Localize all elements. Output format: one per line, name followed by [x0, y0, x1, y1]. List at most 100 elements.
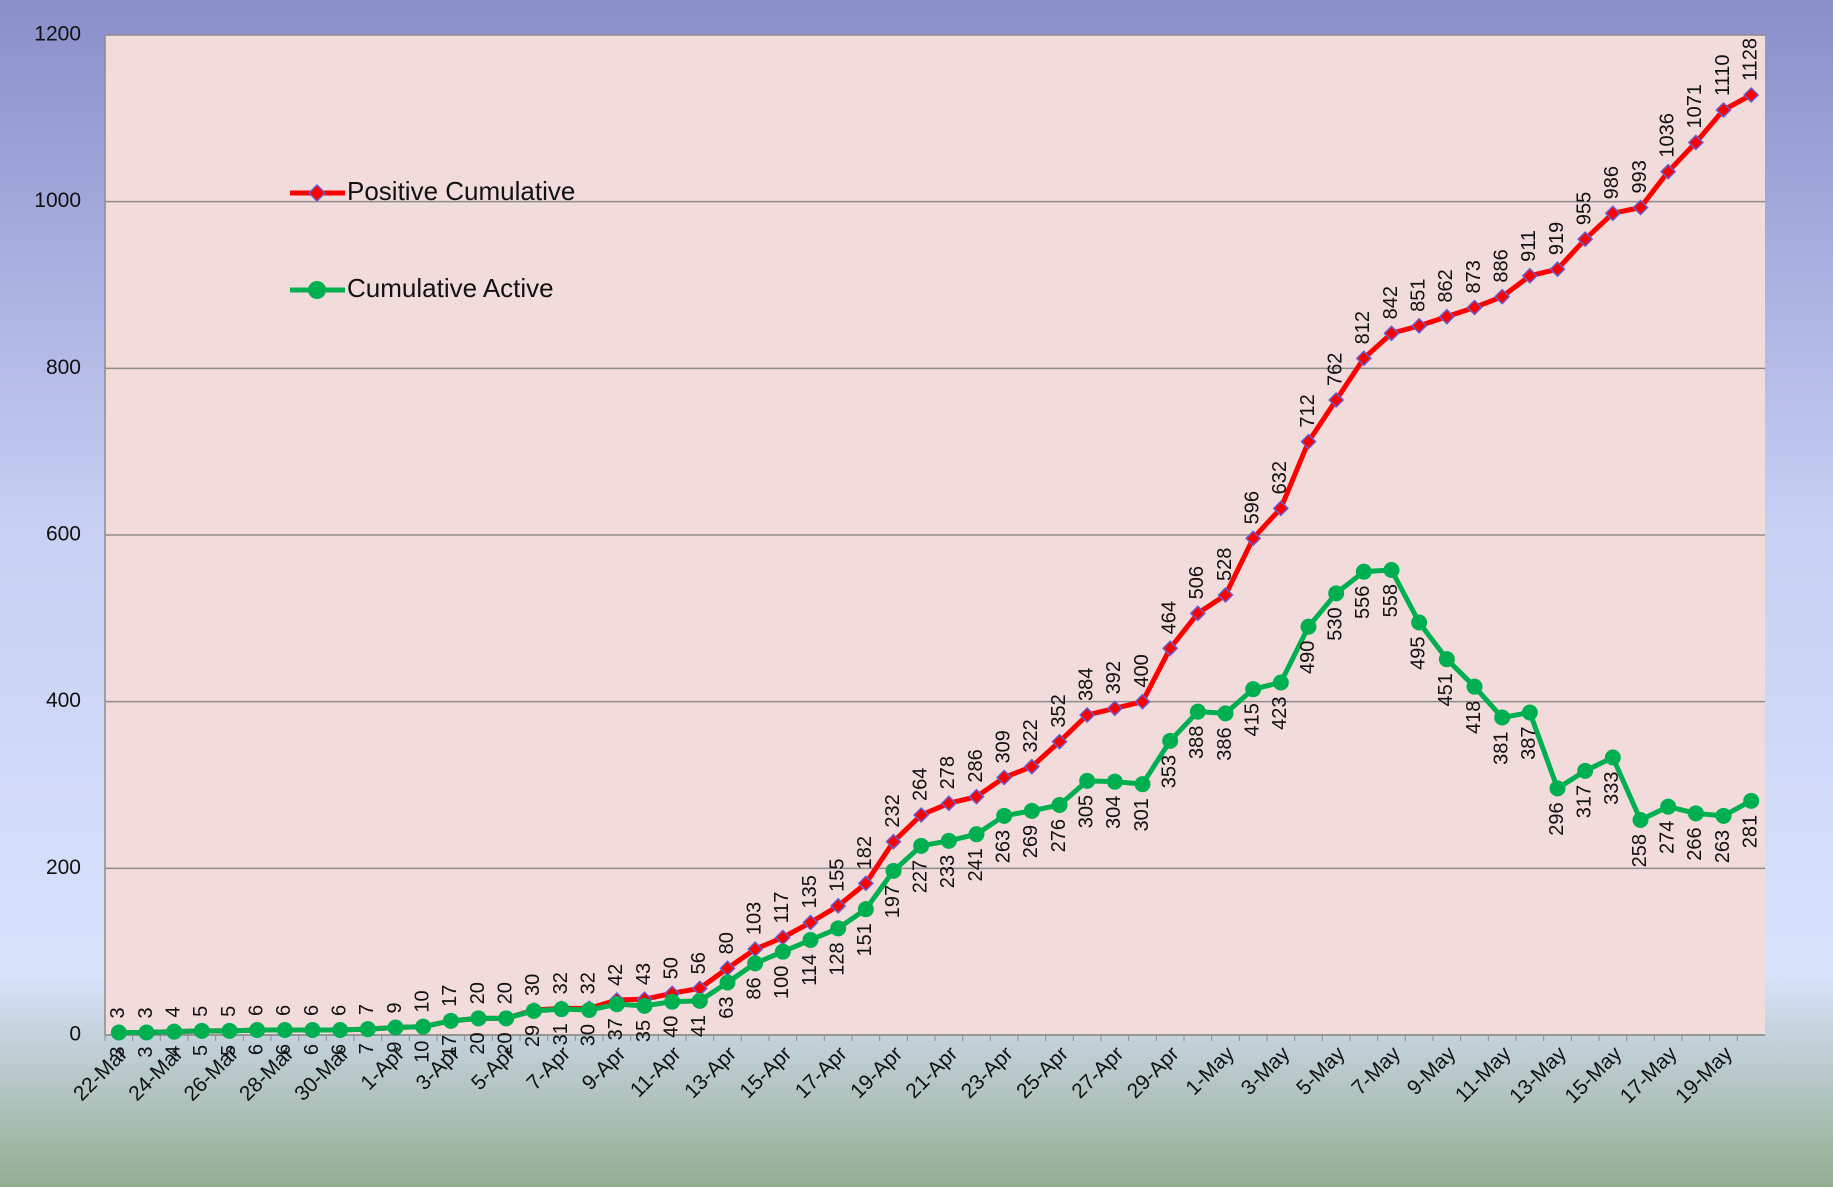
- data-label: 227: [909, 860, 931, 893]
- data-label: 3: [135, 1007, 157, 1018]
- data-label: 384: [1075, 668, 1097, 701]
- marker: [387, 1019, 404, 1036]
- y-tick-label: 0: [69, 1023, 81, 1046]
- marker: [857, 901, 874, 918]
- data-label: 911: [1518, 230, 1540, 262]
- data-label: 296: [1546, 802, 1568, 835]
- marker: [1632, 199, 1649, 216]
- marker: [1051, 797, 1068, 813]
- marker: [1272, 500, 1289, 517]
- marker: [830, 897, 847, 914]
- marker: [1162, 732, 1179, 749]
- data-label: 986: [1601, 166, 1623, 199]
- data-label: 182: [854, 836, 876, 869]
- marker: [1106, 700, 1123, 717]
- data-label: 530: [1324, 607, 1346, 640]
- data-label: 1036: [1656, 113, 1678, 158]
- data-label: 309: [992, 730, 1014, 763]
- marker: [1189, 605, 1206, 622]
- data-label: 451: [1435, 673, 1457, 706]
- data-label: 31: [550, 1023, 572, 1045]
- data-label: 5: [218, 1006, 240, 1017]
- data-label: 423: [1269, 697, 1291, 730]
- marker: [1632, 812, 1649, 828]
- marker: [664, 993, 681, 1010]
- data-label: 495: [1407, 637, 1429, 670]
- data-label: 263: [992, 830, 1014, 863]
- data-label: 388: [1186, 726, 1208, 759]
- marker: [1660, 163, 1677, 180]
- data-label: 10: [411, 990, 433, 1012]
- marker: [1383, 325, 1400, 342]
- data-label: 993: [1629, 160, 1651, 193]
- marker: [166, 1023, 183, 1040]
- data-label: 6: [273, 1044, 295, 1055]
- data-label: 490: [1297, 641, 1319, 674]
- data-label: 812: [1352, 311, 1374, 344]
- marker: [1549, 261, 1566, 278]
- marker: [691, 992, 708, 1009]
- marker: [802, 932, 819, 948]
- data-label: 117: [771, 892, 793, 924]
- marker: [442, 1012, 459, 1029]
- marker: [1106, 773, 1123, 790]
- marker: [1411, 614, 1428, 631]
- data-label: 232: [882, 794, 904, 827]
- data-label: 128: [826, 942, 848, 975]
- marker: [996, 807, 1013, 824]
- data-label: 40: [660, 1016, 682, 1038]
- marker: [1134, 776, 1151, 793]
- data-label: 155: [826, 858, 848, 891]
- marker: [885, 833, 902, 850]
- marker: [415, 1018, 432, 1035]
- marker: [1162, 640, 1179, 657]
- marker: [913, 806, 930, 824]
- data-label: 17: [439, 985, 461, 1007]
- data-label: 851: [1407, 278, 1429, 311]
- data-label: 56: [688, 952, 710, 974]
- data-label: 20: [494, 982, 516, 1004]
- marker: [470, 1010, 487, 1027]
- data-label: 392: [1103, 661, 1125, 694]
- marker: [1134, 693, 1151, 710]
- data-label: 873: [1463, 260, 1485, 293]
- marker: [498, 1010, 515, 1027]
- data-label: 3: [107, 1047, 129, 1058]
- data-label: 258: [1629, 834, 1651, 867]
- data-label: 37: [605, 1018, 627, 1040]
- data-label: 1110: [1712, 54, 1734, 96]
- data-label: 6: [301, 1005, 323, 1016]
- marker: [1411, 317, 1428, 334]
- data-label: 381: [1490, 732, 1512, 765]
- data-label: 556: [1352, 586, 1374, 619]
- marker: [332, 1022, 349, 1038]
- legend-marker: [307, 183, 327, 203]
- marker: [110, 1024, 127, 1041]
- marker: [525, 1002, 542, 1019]
- legend-label: Positive Cumulative: [347, 176, 575, 206]
- data-label: 41: [688, 1015, 710, 1037]
- marker: [940, 832, 957, 849]
- data-label: 42: [605, 964, 627, 986]
- marker: [1715, 807, 1732, 824]
- marker: [747, 955, 764, 972]
- data-label: 135: [799, 875, 821, 908]
- y-tick-label: 1200: [34, 23, 81, 46]
- data-label: 333: [1601, 772, 1623, 805]
- marker: [968, 826, 985, 843]
- data-label: 197: [882, 885, 904, 918]
- data-label: 276: [1048, 819, 1070, 852]
- data-label: 29: [522, 1025, 544, 1047]
- data-label: 17: [439, 1035, 461, 1057]
- data-label: 6: [245, 1044, 267, 1055]
- marker: [1604, 205, 1621, 222]
- marker: [1079, 772, 1096, 789]
- data-label: 20: [467, 982, 489, 1004]
- data-label: 9: [384, 1002, 406, 1013]
- data-label: 528: [1214, 548, 1236, 581]
- marker: [1300, 618, 1317, 635]
- data-label: 6: [328, 1005, 350, 1016]
- data-label: 5: [190, 1045, 212, 1056]
- marker: [1438, 308, 1455, 325]
- data-label: 386: [1214, 727, 1236, 760]
